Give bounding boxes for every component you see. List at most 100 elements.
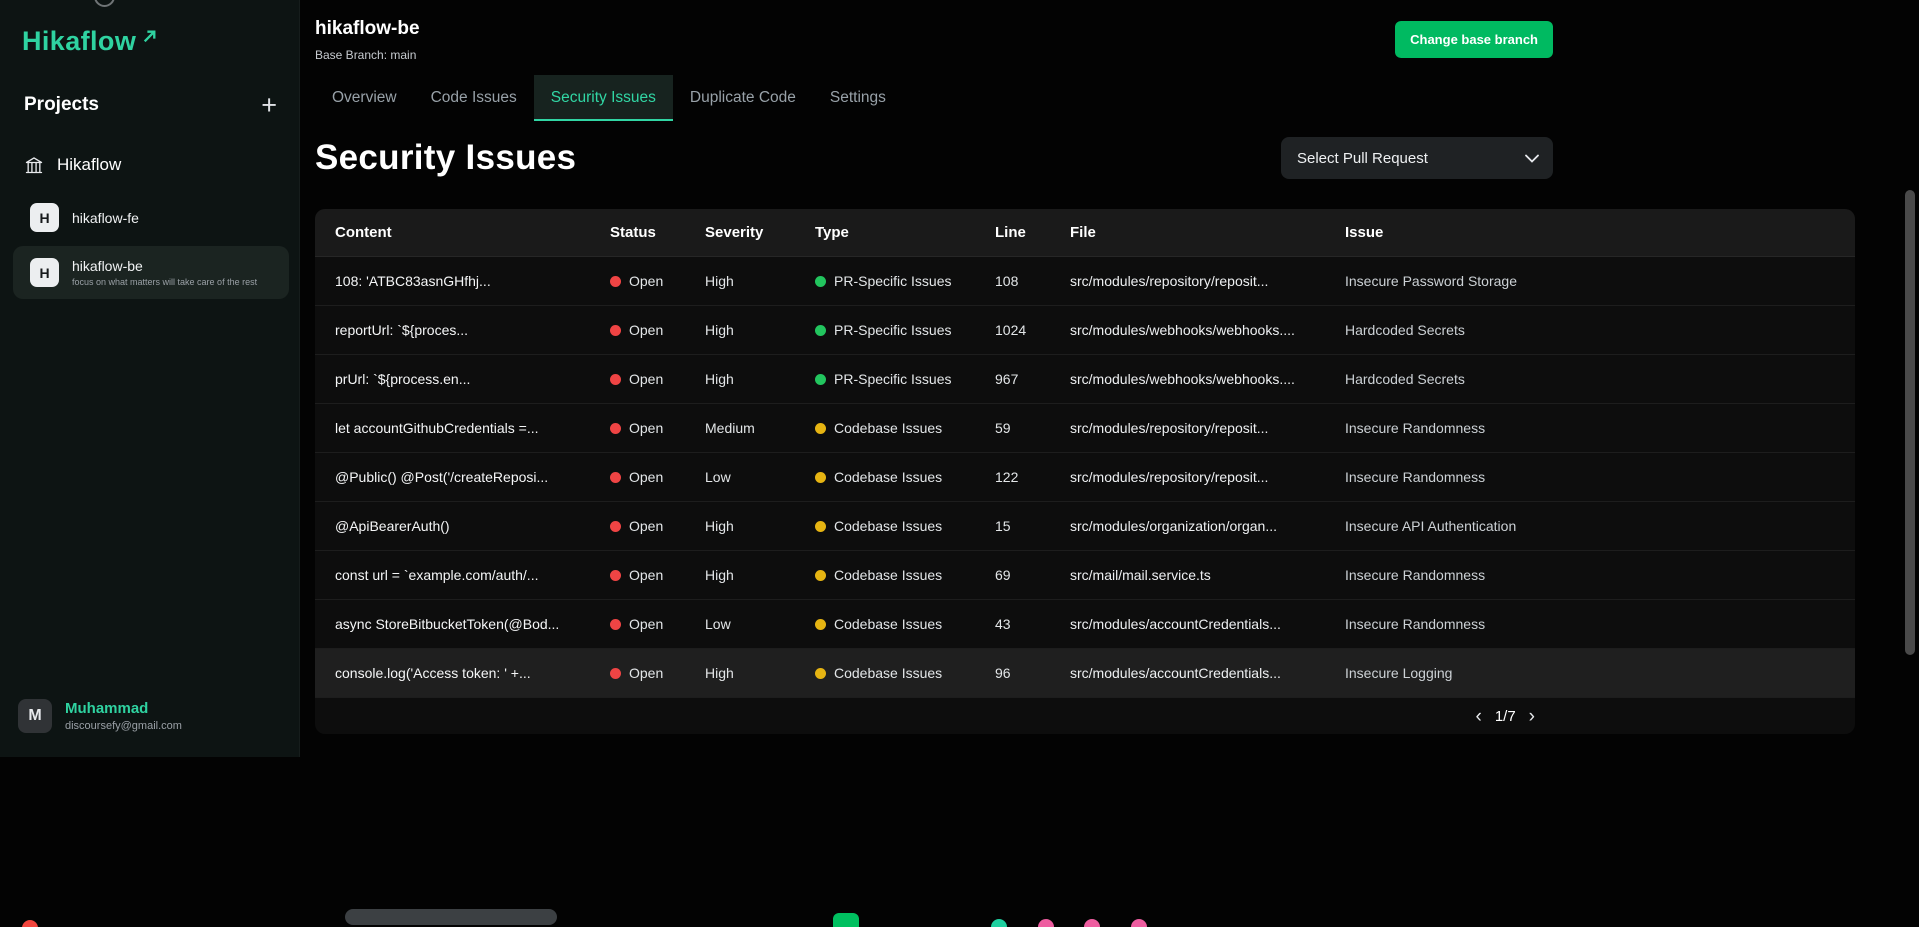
cell-status: Open [610, 273, 705, 289]
type-label: Codebase Issues [834, 665, 942, 681]
cell-file: src/modules/webhooks/webhooks.... [1070, 322, 1345, 338]
cell-file: src/modules/repository/reposit... [1070, 469, 1345, 485]
table-row[interactable]: @Public() @Post('/createReposi...OpenLow… [315, 453, 1855, 502]
cell-severity: High [705, 567, 815, 583]
tab-settings[interactable]: Settings [813, 75, 903, 121]
cell-file: src/modules/webhooks/webhooks.... [1070, 371, 1345, 387]
cell-content: console.log('Access token: ' +... [335, 665, 610, 681]
cell-severity: Medium [705, 420, 815, 436]
column-header-content: Content [335, 224, 610, 241]
status-open-dot-icon [610, 570, 621, 581]
projects-heading: Projects [24, 94, 99, 116]
hikaflow-logo[interactable]: Hikaflow [0, 0, 299, 57]
pagination-prev-icon[interactable]: ‹ [1475, 707, 1481, 726]
status-open-dot-icon [610, 668, 621, 679]
table-row[interactable]: const url = `example.com/auth/...OpenHig… [315, 551, 1855, 600]
type-label: Codebase Issues [834, 567, 942, 583]
column-header-line: Line [995, 224, 1070, 241]
cell-severity: High [705, 665, 815, 681]
table-row[interactable]: async StoreBitbucketToken(@Bod...OpenLow… [315, 600, 1855, 649]
type-dot-icon [815, 276, 826, 287]
organization-icon [24, 155, 44, 175]
cell-content: prUrl: `${process.en... [335, 371, 610, 387]
table-row[interactable]: @ApiBearerAuth()OpenHighCodebase Issues1… [315, 502, 1855, 551]
dock-red-dot[interactable] [22, 920, 38, 927]
tab-code-issues[interactable]: Code Issues [414, 75, 534, 121]
repo-title: hikaflow-be [315, 18, 420, 40]
status-label: Open [629, 469, 663, 485]
page-title-row: Security Issues Select Pull Request [315, 137, 1553, 179]
user-profile[interactable]: M Muhammad discoursefy@gmail.com [18, 699, 182, 733]
column-header-type: Type [815, 224, 995, 241]
cell-severity: High [705, 273, 815, 289]
cell-file: src/modules/accountCredentials... [1070, 616, 1345, 632]
cell-type: PR-Specific Issues [815, 322, 995, 338]
type-dot-icon [815, 570, 826, 581]
status-label: Open [629, 420, 663, 436]
select-pull-request-dropdown[interactable]: Select Pull Request [1281, 137, 1553, 179]
base-branch-label: Base Branch: main [315, 48, 420, 62]
sidebar: Hikaflow Projects + Hikaflow Hhikaflow-f… [0, 0, 300, 757]
add-project-button[interactable]: + [261, 93, 277, 117]
cell-line: 96 [995, 665, 1070, 681]
cell-content: async StoreBitbucketToken(@Bod... [335, 616, 610, 632]
table-body: 108: 'ATBC83asnGHfhj... Open High PR-Specif… [315, 257, 1855, 698]
cell-line: 108 [995, 273, 1070, 289]
pr-select-value: Select Pull Request [1297, 150, 1428, 167]
status-label: Open [629, 273, 663, 289]
user-email: discoursefy@gmail.com [65, 720, 182, 732]
logo-text: Hikaflow [22, 26, 136, 57]
sidebar-item-hikaflow-fe[interactable]: Hhikaflow-fe [13, 193, 289, 242]
type-dot-icon [815, 472, 826, 483]
type-dot-icon [815, 325, 826, 336]
type-label: Codebase Issues [834, 469, 942, 485]
status-open-dot-icon [610, 619, 621, 630]
table-row[interactable]: 108: 'ATBC83asnGHfhj...OpenHighPR-Specif… [315, 257, 1855, 306]
type-dot-icon [815, 521, 826, 532]
table-row[interactable]: reportUrl: `${proces...OpenHighPR-Specif… [315, 306, 1855, 355]
column-header-issue: Issue [1345, 224, 1855, 241]
type-dot-icon [815, 374, 826, 385]
dock-pill[interactable] [345, 909, 557, 925]
cell-status: Open [610, 322, 705, 338]
cell-content: 108: 'ATBC83asnGHfhj... [335, 273, 610, 289]
tab-overview[interactable]: Overview [315, 75, 414, 121]
pagination-next-icon[interactable]: › [1529, 707, 1535, 726]
app-root: Hikaflow Projects + Hikaflow Hhikaflow-f… [0, 0, 1919, 927]
table-row[interactable]: console.log('Access token: ' +... Open Hig… [315, 649, 1855, 698]
cell-line: 43 [995, 616, 1070, 632]
cell-file: src/mail/mail.service.ts [1070, 567, 1345, 583]
repo-name: hikaflow-be [72, 258, 257, 274]
type-label: PR-Specific Issues [834, 371, 951, 387]
cell-file: src/modules/organization/organ... [1070, 518, 1345, 534]
sidebar-item-hikaflow-be[interactable]: Hhikaflow-befocus on what matters will t… [13, 246, 289, 299]
table-row[interactable]: let accountGithubCredentials =...OpenMed… [315, 404, 1855, 453]
cell-type: Codebase Issues [815, 665, 995, 681]
vertical-scrollbar[interactable] [1905, 190, 1915, 655]
cell-severity: High [705, 518, 815, 534]
status-label: Open [629, 665, 663, 681]
repo-header: hikaflow-be Base Branch: main Change bas… [315, 0, 1553, 62]
status-label: Open [629, 518, 663, 534]
cell-file: src/modules/repository/reposit... [1070, 273, 1345, 289]
user-name: Muhammad [65, 700, 182, 717]
cell-line: 15 [995, 518, 1070, 534]
status-open-dot-icon [610, 472, 621, 483]
status-label: Open [629, 322, 663, 338]
cell-line: 69 [995, 567, 1070, 583]
column-header-status: Status [610, 224, 705, 241]
page-title: Security Issues [315, 138, 576, 178]
change-base-branch-button[interactable]: Change base branch [1395, 21, 1553, 58]
cell-line: 59 [995, 420, 1070, 436]
pagination-label: 1/7 [1495, 708, 1516, 725]
dock-green-tile[interactable] [833, 913, 859, 927]
status-open-dot-icon [610, 423, 621, 434]
sidebar-item-hikaflow-project[interactable]: Hikaflow [24, 155, 277, 175]
cell-type: Codebase Issues [815, 616, 995, 632]
tab-duplicate-code[interactable]: Duplicate Code [673, 75, 813, 121]
table-row[interactable]: prUrl: `${process.en...OpenHighPR-Specif… [315, 355, 1855, 404]
repo-initial-badge: H [30, 203, 59, 232]
cell-issue: Hardcoded Secrets [1345, 322, 1855, 338]
status-label: Open [629, 371, 663, 387]
tab-security-issues[interactable]: Security Issues [534, 75, 673, 121]
